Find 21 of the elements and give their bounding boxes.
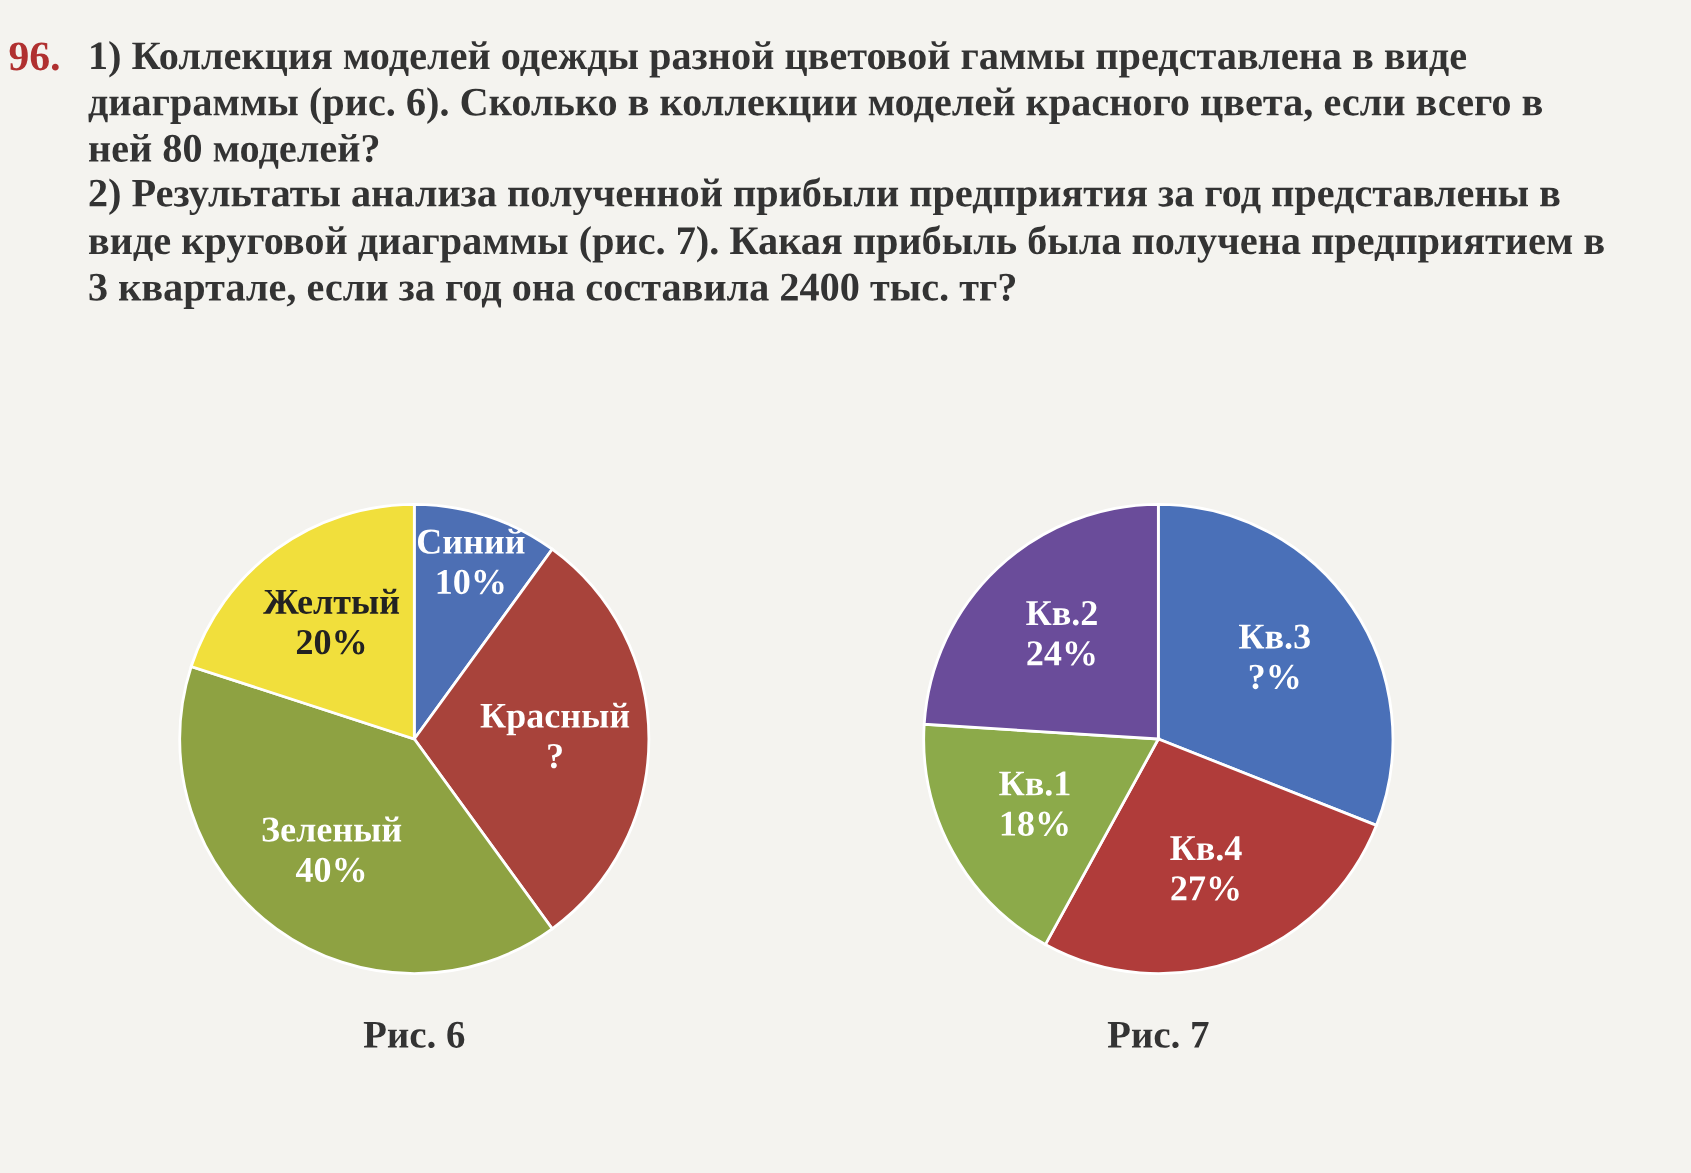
slice-label: Желтый [263,588,400,615]
data-label: ? [548,743,562,769]
data-label: 20% [296,629,365,655]
slice-label: Кв.3 [1238,624,1310,649]
text: Рис. 6 [363,1021,465,1049]
slice-label: Зеленый [262,816,402,842]
data-label: 40% [295,857,365,883]
data-label: ?% [1249,664,1299,690]
slice-label: Кв.4 [1170,836,1242,861]
data-label: 10% [437,569,504,595]
slice-label: Кв.2 [1026,601,1097,626]
text: 96. [9,42,59,71]
data-label: 18% [1001,811,1068,837]
data-label: 27% [1171,876,1239,901]
text: Рис. 7 [1107,1022,1209,1049]
slice-label: Синий [417,528,525,554]
data-label: 24% [1027,641,1095,666]
slice-label: Красный [480,702,630,736]
text: 2) Результаты анализа полученной прибыли предприятия за год представлены в виде круговой диаграммы (рис. 7). Какая прибыль была получена предприятием в 3 квартале, если за год она составила 2400 тыс. тг? [88,177,1604,309]
slice-label: Кв.1 [999,771,1070,796]
text: 1) Коллекция моделей одежды разной цветовой гаммы представлена в виде диаграммы (рис. 6). Сколько в коллекции моделей красного цвета, если всего в ней 80 моделей? [88,41,1543,169]
